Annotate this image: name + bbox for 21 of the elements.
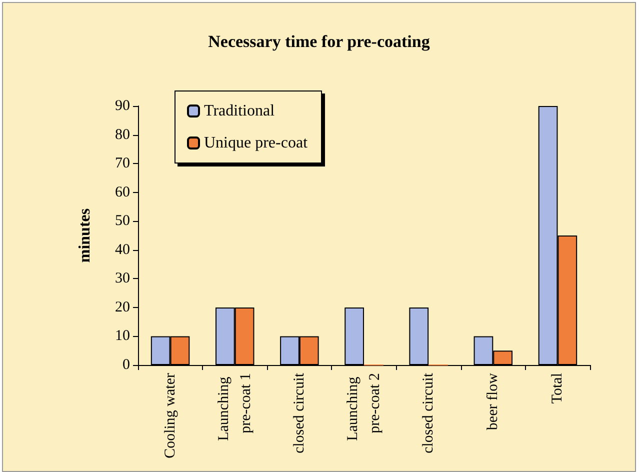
- y-tick-label: 70: [115, 156, 130, 172]
- legend-label: Traditional: [204, 102, 276, 120]
- y-tick-label: 50: [115, 213, 130, 230]
- x-tick-label: Launching pre-coat 1: [216, 373, 254, 441]
- x-tick-label: Launching pre-coat 2: [345, 373, 383, 441]
- x-tick-label: closed circuit: [420, 372, 437, 454]
- x-tick-label: beer flow: [485, 372, 502, 430]
- x-tick-label: closed circuit: [291, 372, 308, 454]
- y-tick-label: 80: [115, 126, 130, 143]
- y-tick-label: 40: [115, 242, 130, 258]
- chart-title: Necessary time for pre-coating: [208, 32, 430, 51]
- y-tick-label: 0: [122, 357, 130, 373]
- y-tick-label: 30: [115, 270, 130, 287]
- y-tick-label: 90: [115, 98, 130, 114]
- x-tick-label: Total: [550, 373, 566, 404]
- y-tick-label: 10: [115, 328, 130, 344]
- y-tick-label: 20: [115, 299, 130, 316]
- legend-label: Unique pre-coat: [204, 134, 308, 152]
- x-tick-label: Cooling water: [162, 373, 178, 458]
- y-tick-label: 60: [115, 184, 130, 200]
- y-axis-title: minutes: [76, 208, 94, 263]
